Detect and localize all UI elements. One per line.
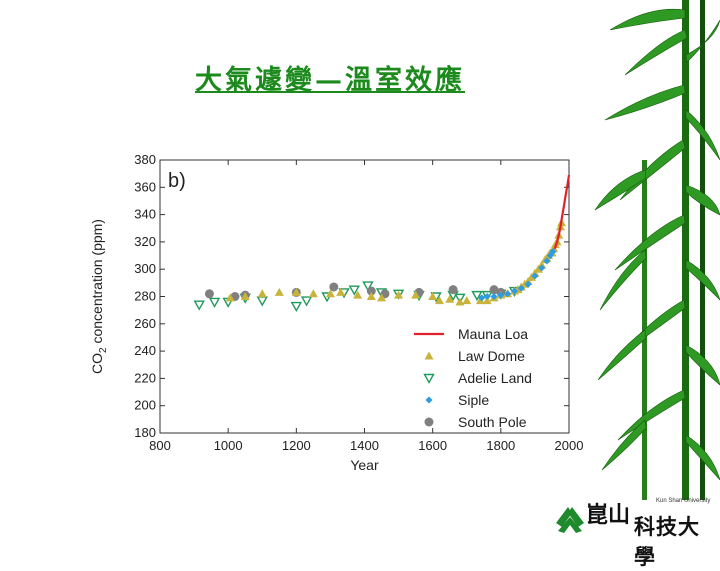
siple-point — [490, 293, 498, 300]
chart-marks — [193, 174, 571, 312]
siple-point — [531, 272, 539, 280]
logo-top-chars: 崑山 — [586, 502, 631, 528]
siple-point — [504, 290, 512, 298]
law-dome-point — [411, 290, 421, 299]
university-logo: 崑山 Kun Shan University 科技大學 — [550, 495, 720, 569]
x-tick-label: 1400 — [350, 438, 379, 453]
law-dome-point — [353, 290, 363, 299]
law-dome-point — [240, 292, 250, 300]
co2-chart: 800 1000 1200 1400 1600 1800 2000 180 200 220 240 2… — [89, 152, 583, 473]
siple-point — [478, 294, 486, 302]
adelie-land-point — [300, 296, 313, 307]
law-dome-point — [291, 287, 301, 296]
x-tick-label: 2000 — [555, 438, 584, 453]
law-dome-point — [257, 289, 267, 298]
law-dome-point — [533, 264, 543, 273]
siple-point — [538, 264, 546, 272]
siple-point — [543, 257, 551, 265]
legend-law-dome-swatch — [424, 351, 434, 360]
adelie-land-point — [208, 297, 221, 308]
law-dome-point — [274, 287, 284, 296]
y-tick-label: 380 — [134, 152, 156, 167]
law-dome-point — [475, 296, 485, 305]
legend-south-pole-label: South Pole — [458, 414, 527, 430]
x-tick-label: 1600 — [418, 438, 447, 453]
y-tick-label: 180 — [134, 425, 156, 440]
siple-point — [524, 280, 532, 288]
x-axis-label: Year — [350, 457, 379, 473]
y-axis-label: CO2 concentration (ppm) — [89, 219, 109, 374]
law-dome-point — [445, 294, 455, 303]
y-tick-label: 200 — [134, 398, 156, 413]
y-tick-label: 240 — [134, 343, 156, 358]
panel-label: b) — [168, 170, 186, 192]
y-tick-label: 340 — [134, 207, 156, 222]
legend-mauna-loa-label: Mauna Loa — [458, 326, 528, 342]
adelie-land-point — [193, 300, 205, 311]
bamboo-decoration — [594, 0, 720, 500]
south-pole-point — [329, 282, 339, 292]
y-tick-label: 320 — [134, 234, 156, 249]
law-dome-point — [434, 296, 444, 305]
law-dome-point — [394, 290, 404, 299]
south-pole-point — [204, 289, 214, 299]
law-dome-point — [377, 293, 387, 302]
adelie-land-point — [392, 289, 405, 300]
siple-point — [510, 287, 518, 295]
adelie-land-point — [290, 301, 303, 312]
y-tick-label: 260 — [134, 316, 156, 331]
adelie-land-point — [256, 296, 268, 307]
law-dome-point — [455, 297, 465, 306]
y-tick-label: 280 — [134, 289, 156, 304]
law-dome-point — [462, 296, 472, 305]
law-dome-point — [308, 289, 318, 298]
slide-title: 大氣遽變—溫室效應 — [195, 65, 465, 96]
legend-siple-label: Siple — [458, 392, 489, 408]
logo-english: Kun Shan University — [656, 498, 711, 504]
x-tick-label: 800 — [149, 438, 171, 453]
adelie-land-point — [362, 281, 374, 292]
siple-point — [517, 284, 525, 292]
logo-chinese: 科技大學 — [634, 514, 700, 569]
adelie-land-point — [454, 293, 466, 304]
mauna-loa-line — [553, 174, 571, 250]
law-dome-point — [527, 272, 537, 281]
law-dome-point — [366, 292, 376, 300]
law-dome-point — [428, 292, 438, 300]
legend-siple-swatch — [425, 396, 433, 404]
siple-point — [497, 291, 505, 299]
adelie-land-point — [471, 290, 483, 302]
legend-adelie-land-swatch — [423, 373, 435, 384]
logo-emblem-icon — [556, 507, 584, 533]
law-dome-point — [225, 293, 235, 302]
x-tick-label: 1200 — [282, 438, 311, 453]
legend-law-dome-label: Law Dome — [458, 348, 525, 364]
y-tick-label: 300 — [134, 261, 156, 276]
law-dome-point — [482, 296, 492, 305]
south-pole-point — [448, 285, 458, 295]
south-pole-point — [366, 286, 376, 296]
x-tick-label: 1800 — [486, 438, 515, 453]
x-tick-label: 1000 — [214, 438, 243, 453]
law-dome-point — [336, 287, 346, 296]
legend-adelie-land-label: Adelie Land — [458, 370, 532, 386]
y-tick-label: 360 — [134, 179, 156, 194]
chart-axes: 800 1000 1200 1400 1600 1800 2000 180 200 220 240 2… — [89, 152, 583, 473]
y-tick-label: 220 — [134, 370, 156, 385]
chart-legend: Mauna Loa Law Dome Adelie Land Siple South P… — [414, 326, 532, 430]
adelie-land-point — [348, 285, 360, 296]
legend-south-pole-swatch — [424, 417, 434, 427]
law-dome-point — [325, 289, 335, 298]
siple-point — [483, 293, 491, 300]
south-pole-point — [489, 285, 499, 295]
siple-point — [549, 247, 557, 255]
